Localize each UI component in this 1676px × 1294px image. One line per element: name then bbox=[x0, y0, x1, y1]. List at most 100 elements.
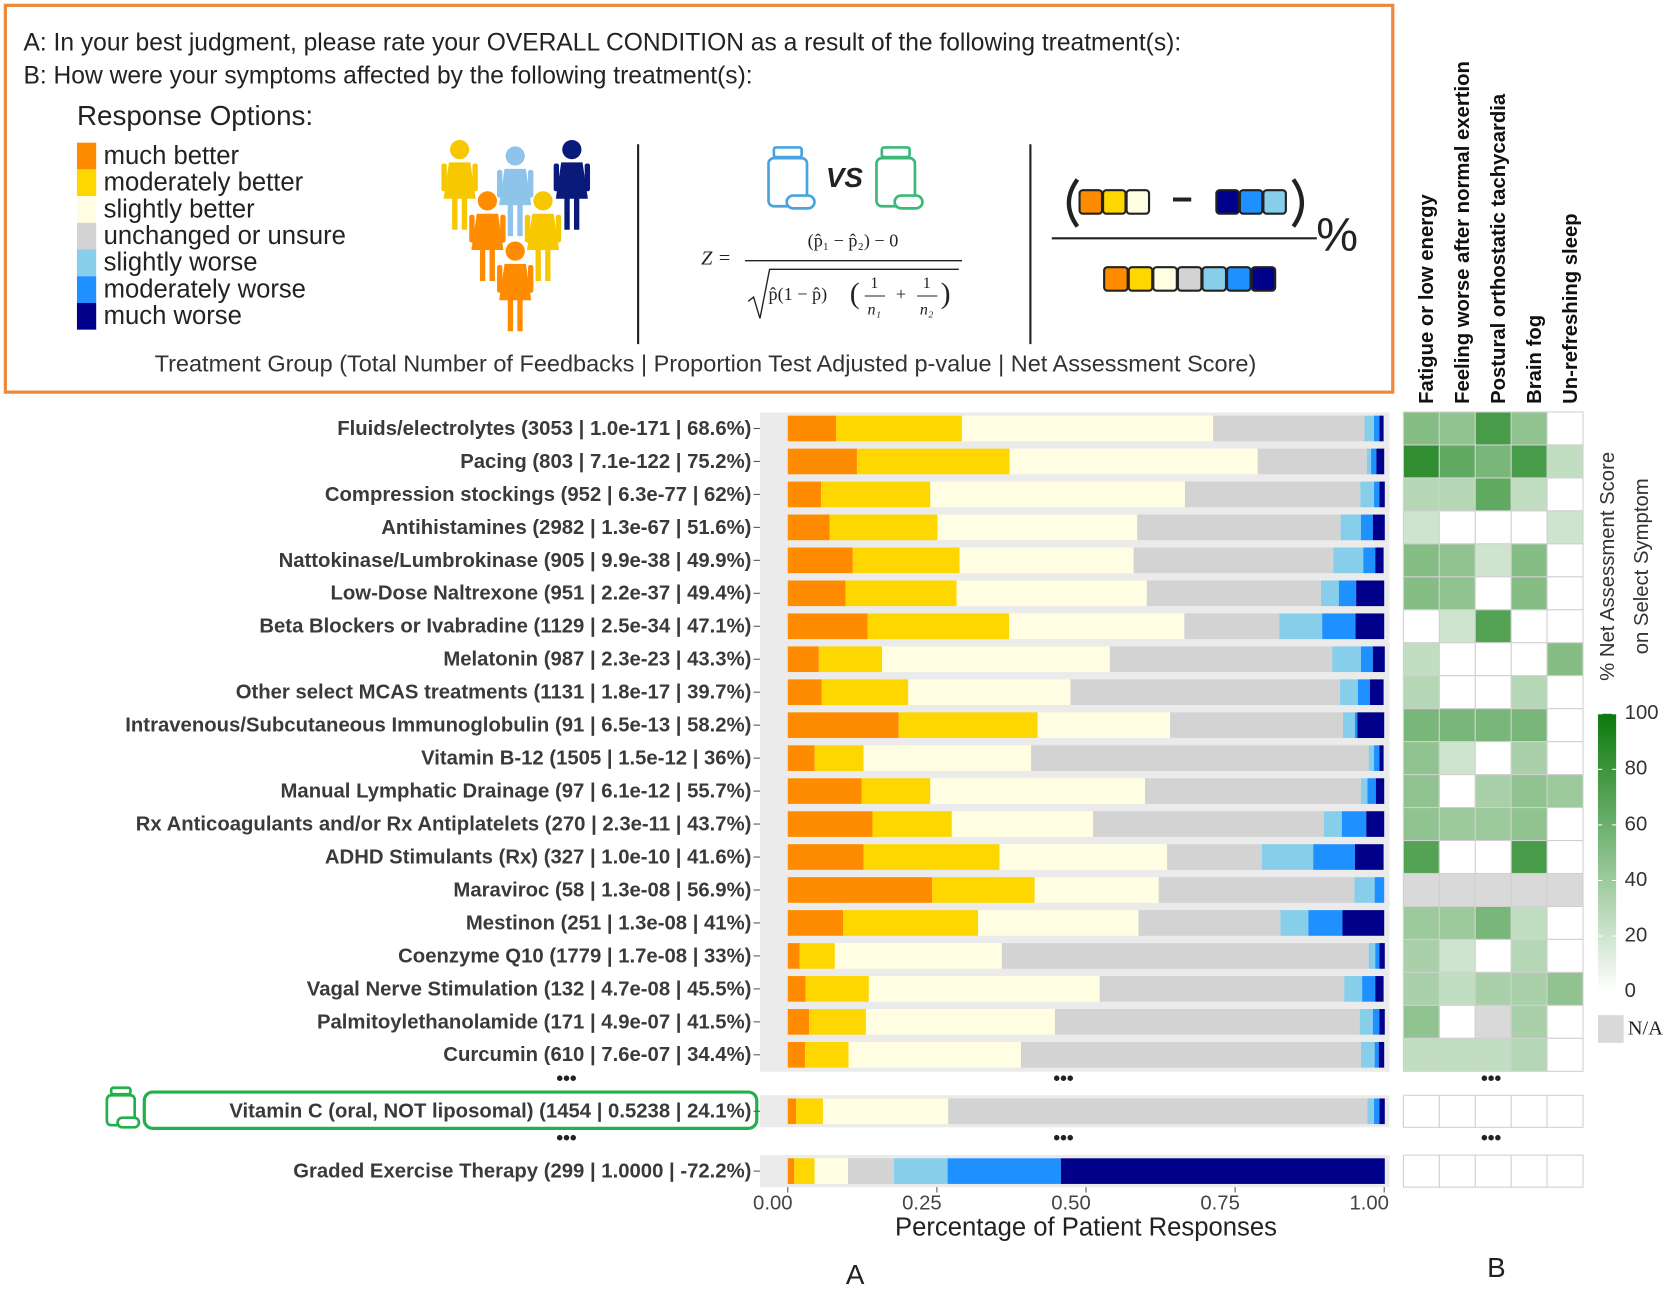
heat-cell bbox=[1546, 510, 1584, 545]
ellipsis: ••• bbox=[556, 1068, 576, 1089]
bar-segment bbox=[1378, 1041, 1385, 1068]
heat-cell bbox=[1402, 708, 1440, 743]
heat-cell bbox=[1510, 477, 1548, 512]
bar-segment bbox=[805, 976, 869, 1002]
bar-segment bbox=[1372, 514, 1385, 541]
bar-segment bbox=[978, 910, 1139, 936]
row-label: Fluids/electrolytes (3053 | 1.0e-171 | 6… bbox=[337, 418, 751, 440]
bar-segment bbox=[1093, 811, 1324, 837]
colorbar-label: 0 bbox=[1625, 980, 1636, 1002]
bar-segment bbox=[961, 415, 1214, 442]
colorbar-title: on Select Symptom bbox=[1631, 478, 1653, 654]
colorbar-label: 20 bbox=[1625, 924, 1648, 946]
bar-segment bbox=[1357, 679, 1370, 706]
heat-cell bbox=[1474, 741, 1512, 776]
heat-cell bbox=[1474, 1037, 1512, 1072]
heat-cell bbox=[1402, 938, 1440, 973]
heat-cell bbox=[1438, 1037, 1476, 1072]
row-label: Low-Dose Naltrexone (951 | 2.2e-37 | 49.… bbox=[331, 583, 752, 605]
legend-label: slightly worse bbox=[104, 249, 258, 277]
bar-segment bbox=[1366, 811, 1385, 837]
bar-segment bbox=[1379, 481, 1385, 508]
bar-segment bbox=[1368, 745, 1375, 771]
heat-cell bbox=[1474, 1004, 1512, 1039]
bar-segment bbox=[818, 646, 882, 673]
legend-swatch bbox=[76, 196, 97, 223]
bar-segment bbox=[1372, 1009, 1380, 1035]
bar-segment bbox=[1099, 976, 1345, 1002]
heat-cell bbox=[1510, 741, 1548, 776]
bar-segment bbox=[1338, 580, 1357, 607]
colorbar-label: 80 bbox=[1625, 758, 1648, 780]
bar-segment bbox=[821, 481, 931, 508]
bar-segment bbox=[1375, 778, 1385, 804]
bar-segment bbox=[1313, 844, 1355, 870]
bar-segment bbox=[1280, 910, 1309, 936]
bar-segment bbox=[951, 811, 1094, 837]
bar-segment bbox=[821, 679, 909, 706]
heat-cell bbox=[1402, 774, 1440, 809]
heat-cell bbox=[1546, 477, 1584, 512]
bar-segment bbox=[867, 613, 1010, 640]
bar-segment bbox=[848, 1041, 1021, 1068]
row-label: Beta Blockers or Ivabradine (1129 | 2.5e… bbox=[259, 616, 751, 638]
heat-cell bbox=[1438, 609, 1476, 644]
row-label: Nattokinase/Lumbrokinase (905 | 9.9e-38 … bbox=[279, 550, 752, 572]
colorbar-label: 60 bbox=[1625, 813, 1648, 835]
formula-one: 1 bbox=[870, 275, 878, 292]
row-label: Manual Lymphatic Drainage (97 | 6.1e-12 … bbox=[281, 781, 752, 803]
bar-segment bbox=[1354, 844, 1384, 870]
bar-segment bbox=[1020, 1041, 1361, 1068]
heat-cell bbox=[1402, 609, 1440, 644]
heat-cell bbox=[1546, 609, 1584, 644]
bar-segment bbox=[787, 580, 846, 607]
bar-segment bbox=[787, 448, 857, 475]
row-label: ADHD Stimulants (Rx) (327 | 1.0e-10 | 41… bbox=[325, 846, 752, 868]
formula-numerator: (p̂₁ − p̂₂) − 0 bbox=[808, 231, 899, 252]
heat-cell bbox=[1546, 741, 1584, 776]
bar-segment bbox=[834, 943, 1002, 969]
bar-segment bbox=[1374, 1098, 1380, 1125]
bar-segment bbox=[787, 1009, 810, 1035]
bar-segment bbox=[856, 448, 1010, 475]
heat-cell bbox=[1546, 807, 1584, 842]
heat-cell bbox=[1402, 1037, 1440, 1072]
vs-label: VS bbox=[826, 162, 864, 193]
bar-segment bbox=[1357, 712, 1385, 738]
bar-segment bbox=[1363, 547, 1376, 574]
heat-cell bbox=[1546, 1094, 1584, 1128]
heat-cell bbox=[1474, 609, 1512, 644]
heat-cell bbox=[1438, 1154, 1476, 1188]
heat-cell bbox=[1474, 807, 1512, 842]
heat-cell bbox=[1402, 543, 1440, 578]
heat-cell bbox=[1438, 774, 1476, 809]
heat-cell bbox=[1474, 510, 1512, 545]
bar-segment bbox=[1342, 910, 1385, 936]
bar-segment bbox=[1341, 811, 1367, 837]
panel-label: A bbox=[846, 1259, 865, 1290]
bar-segment bbox=[1279, 613, 1323, 640]
heat-cell bbox=[1510, 411, 1548, 446]
bar-segment bbox=[787, 679, 822, 706]
heat-cell bbox=[1474, 938, 1512, 973]
bar-segment bbox=[1145, 778, 1361, 804]
formula-lhs: Z = bbox=[701, 247, 731, 269]
bar-segment bbox=[1354, 712, 1358, 738]
bar-segment bbox=[1379, 1098, 1385, 1125]
row-label: Compression stockings (952 | 6.3e-77 | 6… bbox=[325, 484, 752, 506]
legend-swatch bbox=[76, 276, 97, 303]
row-label: Antihistamines (2982 | 1.3e-67 | 51.6%) bbox=[381, 517, 751, 539]
bar-segment bbox=[1344, 976, 1363, 1002]
column-header: Feeling worse after normal exertion bbox=[1452, 61, 1474, 404]
bar-segment bbox=[1371, 448, 1377, 475]
bar-segment bbox=[1374, 745, 1380, 771]
heat-cell bbox=[1402, 1094, 1440, 1128]
bar-segment bbox=[787, 1098, 797, 1125]
heat-cell bbox=[1474, 642, 1512, 677]
bar-segment bbox=[1070, 679, 1341, 706]
bar-segment bbox=[1375, 943, 1380, 969]
heat-cell bbox=[1438, 543, 1476, 578]
heat-cell bbox=[1438, 872, 1476, 908]
bar-segment bbox=[1184, 481, 1361, 508]
